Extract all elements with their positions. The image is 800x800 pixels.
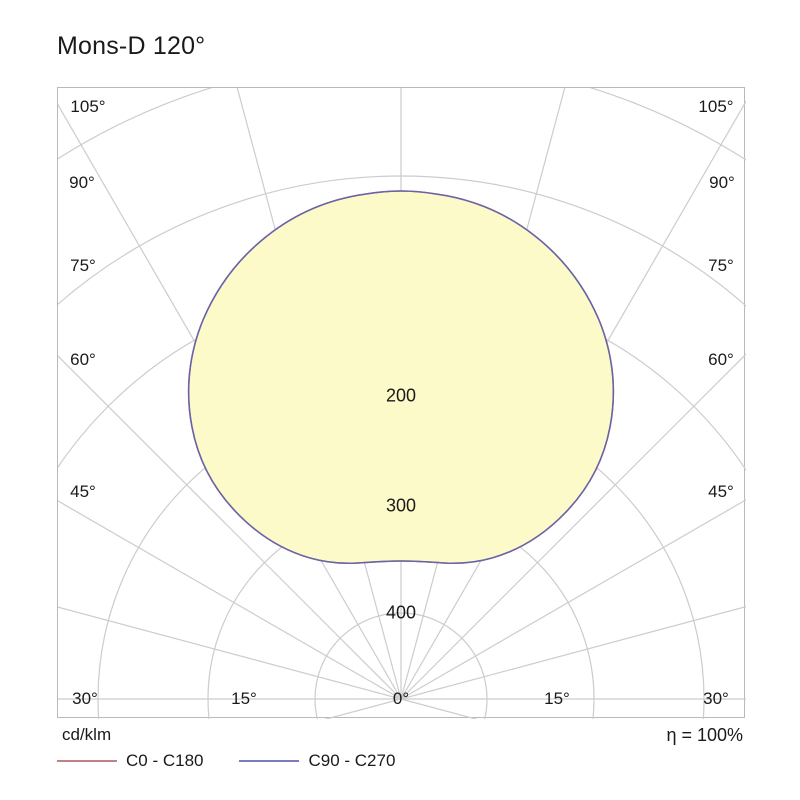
angle-label-left-60: 60°	[70, 350, 96, 369]
angle-label-bottom-right-30: 30°	[703, 689, 729, 708]
grid-spoke-l105	[324, 698, 402, 719]
grid-spoke-r60	[400, 499, 746, 700]
polar-plot-area: 105° 90° 75° 60° 45° 105° 90° 75° 60° 45…	[57, 87, 746, 719]
angle-label-left-75: 75°	[70, 256, 96, 275]
angle-label-bottom-right-15: 15°	[544, 689, 570, 708]
curve-line-c90-c270	[187, 190, 615, 565]
grid-spoke-l75	[58, 606, 402, 700]
angle-label-bottom-0: 0°	[392, 689, 410, 708]
angle-label-bottom-left-30: 30°	[72, 689, 98, 708]
angle-label-left-45: 45°	[70, 482, 96, 501]
polar-grid	[58, 88, 746, 719]
legend-item-c90-c270[interactable]: C90 - C270	[239, 751, 395, 771]
legend-item-c0-c180[interactable]: C0 - C180	[57, 751, 203, 771]
grid-spoke-r105	[400, 698, 478, 719]
legend-line-swatch-c90-c270	[239, 760, 300, 762]
distribution-curves	[187, 190, 615, 565]
legend-line-swatch-c0-c180	[57, 760, 117, 762]
legend-label-c90-c270: C90 - C270	[308, 751, 396, 770]
grid-spoke-l45	[58, 355, 402, 700]
radial-label-400: 400	[385, 602, 417, 623]
grid-spoke-r75	[400, 605, 746, 700]
angle-label-right-45: 45°	[708, 482, 734, 501]
angle-label-right-90: 90°	[709, 173, 735, 192]
grid-spoke-l60	[58, 500, 402, 700]
page-title: Mons-D 120°	[57, 32, 206, 60]
legend-unit-label: cd/klm	[62, 725, 112, 744]
angle-label-left-105: 105°	[70, 97, 106, 116]
grid-spoke-r45	[400, 353, 746, 700]
angle-label-bottom-left-15: 15°	[231, 689, 257, 708]
radial-label-300: 300	[385, 495, 417, 516]
legend-label-c0-c180: C0 - C180	[126, 751, 204, 770]
radial-label-200: 200	[385, 385, 417, 406]
efficiency-label: η = 100%	[666, 725, 743, 745]
angle-label-right-75: 75°	[708, 256, 734, 275]
angle-label-left-90: 90°	[69, 173, 95, 192]
angle-label-right-105: 105°	[698, 97, 734, 116]
chart-legend: cd/klm η = 100% C0 - C180 C90 - C270	[57, 718, 745, 778]
angle-label-right-60: 60°	[708, 350, 734, 369]
legend-items: C0 - C180 C90 - C270	[57, 751, 431, 771]
